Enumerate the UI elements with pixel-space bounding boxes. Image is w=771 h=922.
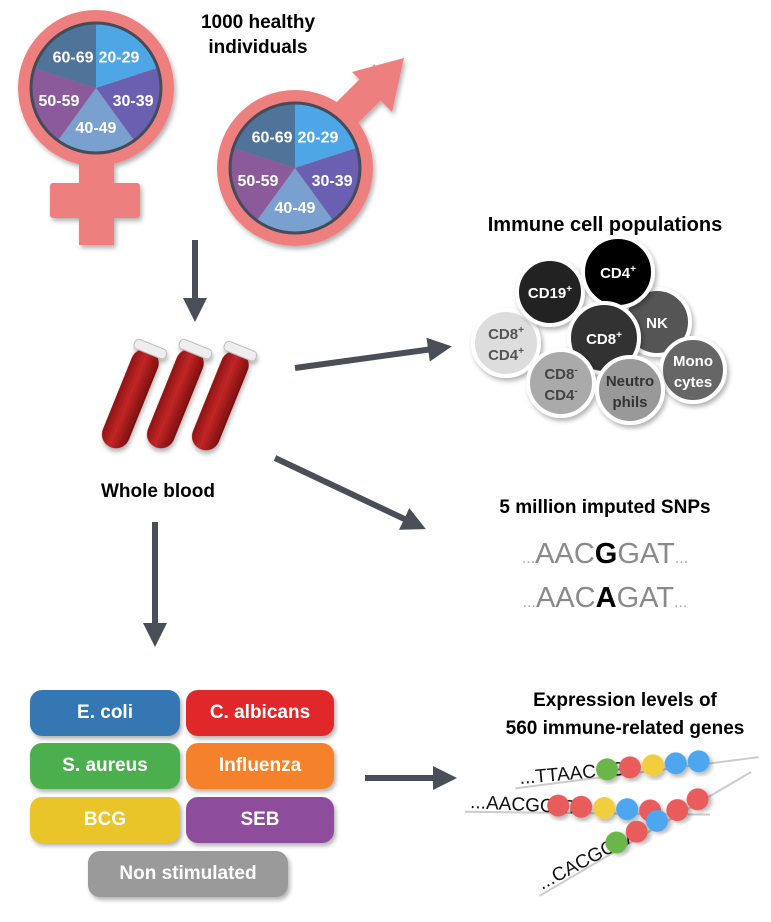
female-pie-border: [29, 21, 163, 155]
immune-cell: CD8+ CD4+: [471, 308, 541, 378]
immune-cell: CD19+: [515, 257, 585, 327]
bead-red: [686, 788, 709, 811]
bead-blue: [646, 809, 669, 832]
cell-circle: [471, 308, 541, 378]
cell-label: CD8-: [544, 365, 577, 383]
cell-label: CD4-: [544, 386, 577, 404]
immune-title: Immune cell populations: [488, 214, 722, 236]
male-age-label: 50-59: [237, 173, 278, 190]
female-slice-30-39: [96, 67, 162, 141]
immune-cell: Mono cytes: [659, 336, 727, 404]
expression-strand: ...TTAACGG: [515, 750, 759, 790]
expression-title-1: Expression levels of: [533, 690, 717, 711]
bead-red: [570, 795, 593, 818]
female-age-label: 60-69: [53, 49, 94, 66]
snp-seq-2: ...AACAGAT...: [523, 582, 688, 614]
bead-blue: [664, 752, 687, 775]
male-slice-30-39: [295, 147, 360, 221]
whole-blood-label: Whole blood: [101, 481, 215, 502]
flow-arrows: [143, 240, 457, 790]
stimulus-c-albicans: C. albicans: [186, 690, 334, 736]
cell-label: Mono: [673, 353, 713, 370]
immune-cell: Neutro phils: [595, 355, 665, 425]
stimulus-seb: SEB: [186, 797, 334, 843]
cell-circle: [659, 336, 727, 404]
female-age-pie: 20-29 30-39 40-49 50-59 60-69: [29, 21, 163, 155]
bead-blue: [616, 798, 639, 821]
cell-circle: [515, 257, 585, 327]
expression-title-2: 560 immune-related genes: [506, 718, 745, 739]
arrow-to-snps: [273, 455, 426, 530]
immune-cell: CD4+: [581, 235, 655, 309]
title-line2: individuals: [208, 37, 307, 58]
expression-strands: ...TTAACGG...AACGGAT...CACGCAA: [464, 750, 759, 897]
female-age-label: 20-29: [98, 49, 139, 66]
cell-circle: [526, 348, 596, 418]
immune-cell: CD8- CD4-: [526, 348, 596, 418]
bead-blue: [687, 750, 710, 773]
male-slice-60-69: [233, 103, 295, 168]
female-slice-50-59: [30, 67, 96, 141]
male-age-label: 30-39: [312, 173, 353, 190]
snp-title: 5 million imputed SNPs: [499, 497, 710, 518]
female-age-label: 30-39: [113, 93, 154, 110]
bead-red: [547, 794, 570, 817]
male-slice-50-59: [229, 147, 295, 221]
male-age-label: 20-29: [297, 129, 338, 146]
male-age-pie: 20-29 30-39 40-49 50-59 60-69: [228, 101, 362, 235]
bead-red: [666, 799, 689, 822]
male-slice-20-29: [295, 103, 357, 168]
blood-tubes-icon: [101, 338, 258, 451]
cell-label: Neutro: [606, 373, 654, 390]
female-slice-40-49: [57, 88, 135, 153]
male-slice-40-49: [256, 168, 334, 234]
cell-label: CD19+: [528, 284, 572, 302]
bead-yellow: [593, 797, 616, 820]
stimulus-bcg: BCG: [30, 797, 180, 843]
cell-circle: [595, 355, 665, 425]
bead-red: [618, 756, 641, 779]
stimulus-s-aureus: S. aureus: [30, 743, 180, 789]
female-slice-20-29: [96, 23, 158, 88]
title-line1: 1000 healthy: [201, 12, 315, 33]
stimulus-non-stimulated: Non stimulated: [88, 851, 288, 897]
bead-green: [596, 758, 619, 781]
gene-sequence: ...CACGCAA: [534, 824, 641, 894]
cell-label: CD4+: [600, 264, 636, 282]
cell-label: CD8+: [488, 325, 524, 343]
bead-red: [625, 820, 648, 843]
snp-seq-1: ...AACGGAT...: [522, 538, 688, 570]
arrow-to-cells: [294, 337, 452, 371]
stimulus-e-coli: E. coli: [30, 690, 180, 736]
cell-label: cytes: [674, 374, 712, 391]
cell-label: CD4+: [488, 346, 524, 364]
immune-cell: CD8+: [567, 301, 641, 375]
female-age-label: 40-49: [76, 120, 117, 137]
male-pie-border: [228, 101, 362, 235]
male-age-label: 60-69: [252, 129, 293, 146]
male-age-label: 40-49: [275, 200, 316, 217]
cell-label: phils: [612, 394, 647, 411]
immune-cells: CD8+ CD4+ CD19+ NK CD4+ CD8+ CD8- CD4- Mono cytes…: [471, 235, 727, 425]
female-age-label: 50-59: [38, 93, 79, 110]
bead-yellow: [641, 754, 664, 777]
cell-label: NK: [646, 315, 668, 332]
cell-label: CD8+: [586, 330, 622, 348]
stimulus-influenza: Influenza: [186, 743, 334, 789]
female-slice-60-69: [34, 23, 96, 88]
bead-green: [605, 831, 628, 854]
